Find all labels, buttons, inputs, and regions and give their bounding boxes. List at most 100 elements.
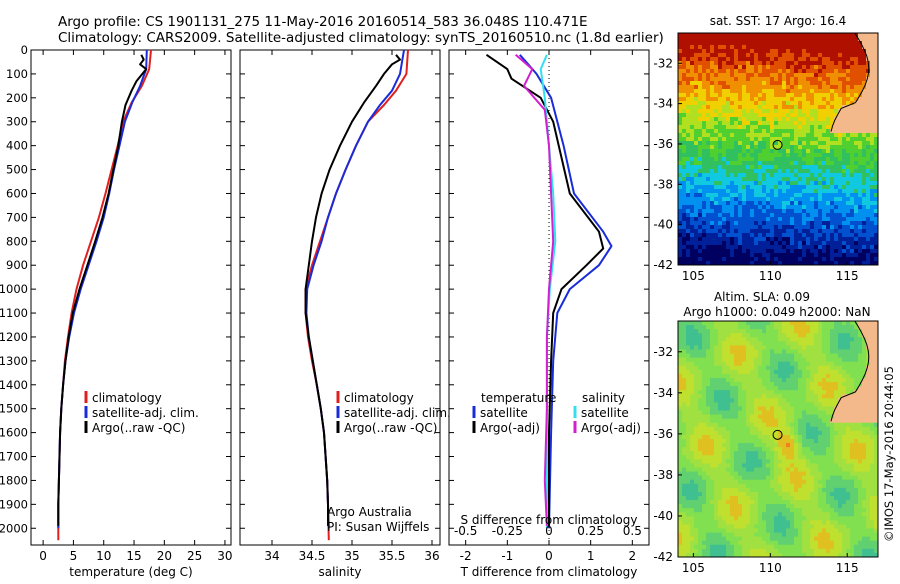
map-cell xyxy=(778,81,783,86)
map-cell xyxy=(798,411,803,416)
map-cell xyxy=(842,221,847,226)
map-cell xyxy=(726,402,731,407)
map-cell xyxy=(854,153,859,158)
map-cell xyxy=(842,321,847,326)
difference-xlabel-top: S difference from climatology xyxy=(461,513,638,527)
map-cell xyxy=(682,41,687,46)
map-cell xyxy=(862,398,867,403)
map-cell xyxy=(774,459,779,464)
map-cell xyxy=(850,69,855,74)
map-cell xyxy=(866,225,871,230)
map-cell xyxy=(678,333,683,338)
map-cell xyxy=(834,109,839,114)
map-cell xyxy=(754,358,759,363)
map-cell xyxy=(846,69,851,74)
x-tick-label: 20 xyxy=(157,549,172,563)
map-cell xyxy=(846,149,851,154)
map-cell xyxy=(778,205,783,210)
map-cell xyxy=(786,173,791,178)
map-cell xyxy=(814,209,819,214)
map-cell xyxy=(746,455,751,460)
map-cell xyxy=(870,113,875,118)
map-cell xyxy=(682,249,687,254)
map-cell xyxy=(686,386,691,391)
map-cell xyxy=(766,443,771,448)
map-cell xyxy=(790,394,795,399)
map-cell xyxy=(814,257,819,262)
map-cell xyxy=(730,451,735,456)
map-cell xyxy=(722,321,727,326)
map-cell xyxy=(810,398,815,403)
x-tick-label: 10 xyxy=(96,549,111,563)
map-cell xyxy=(858,185,863,190)
map-cell xyxy=(686,41,691,46)
map-cell xyxy=(834,101,839,106)
temperature-legend: climatology satellite-adj. clim. Argo(..… xyxy=(86,391,199,435)
map-cell xyxy=(842,217,847,222)
map-cell xyxy=(686,153,691,158)
map-cell xyxy=(842,165,847,170)
map-cell xyxy=(842,69,847,74)
map-cell xyxy=(858,57,863,62)
map-cell xyxy=(758,366,763,371)
map-cell xyxy=(730,161,735,166)
map-cell xyxy=(726,61,731,66)
map-cell xyxy=(822,185,827,190)
map-cell xyxy=(870,366,875,371)
map-cell xyxy=(838,41,843,46)
map-cell xyxy=(754,411,759,416)
map-cell xyxy=(722,145,727,150)
map-cell xyxy=(794,77,799,82)
map-cell xyxy=(782,85,787,90)
map-cell xyxy=(746,121,751,126)
map-cell xyxy=(742,394,747,399)
map-cell xyxy=(798,205,803,210)
map-cell xyxy=(690,189,695,194)
map-cell xyxy=(790,61,795,66)
map-cell xyxy=(678,189,683,194)
map-cell xyxy=(682,33,687,38)
map-cell xyxy=(754,253,759,258)
map-cell xyxy=(758,73,763,78)
map-cell xyxy=(786,69,791,74)
map-cell xyxy=(846,386,851,391)
map-cell xyxy=(738,329,743,334)
map-cell xyxy=(766,145,771,150)
map-cell xyxy=(850,337,855,342)
map-cell xyxy=(734,443,739,448)
map-cell xyxy=(794,245,799,250)
map-cell xyxy=(826,77,831,82)
map-cell xyxy=(734,362,739,367)
map-cell xyxy=(790,101,795,106)
map-cell xyxy=(738,73,743,78)
map-cell xyxy=(822,49,827,54)
map-cell xyxy=(714,411,719,416)
map-cell xyxy=(726,205,731,210)
map-cell xyxy=(710,370,715,375)
map-cell xyxy=(870,221,875,226)
map-cell xyxy=(774,69,779,74)
map-cell xyxy=(770,406,775,411)
map-cell xyxy=(678,161,683,166)
map-cell xyxy=(822,225,827,230)
map-cell xyxy=(846,193,851,198)
map-cell xyxy=(842,345,847,350)
map-cell xyxy=(786,93,791,98)
map-cell xyxy=(830,77,835,82)
map-cell xyxy=(742,81,747,86)
map-cell xyxy=(730,93,735,98)
map-cell xyxy=(802,185,807,190)
map-cell xyxy=(870,435,875,440)
map-cell xyxy=(766,345,771,350)
map-cell xyxy=(762,173,767,178)
map-cell xyxy=(858,415,863,420)
x-tick-label: -2 xyxy=(460,549,472,563)
map-cell xyxy=(746,105,751,110)
x-tick-label: 0 xyxy=(39,549,47,563)
map-cell xyxy=(798,77,803,82)
map-cell xyxy=(830,149,835,154)
map-cell xyxy=(710,411,715,416)
map-cell xyxy=(758,374,763,379)
map-cell xyxy=(822,37,827,42)
map-cell xyxy=(782,189,787,194)
